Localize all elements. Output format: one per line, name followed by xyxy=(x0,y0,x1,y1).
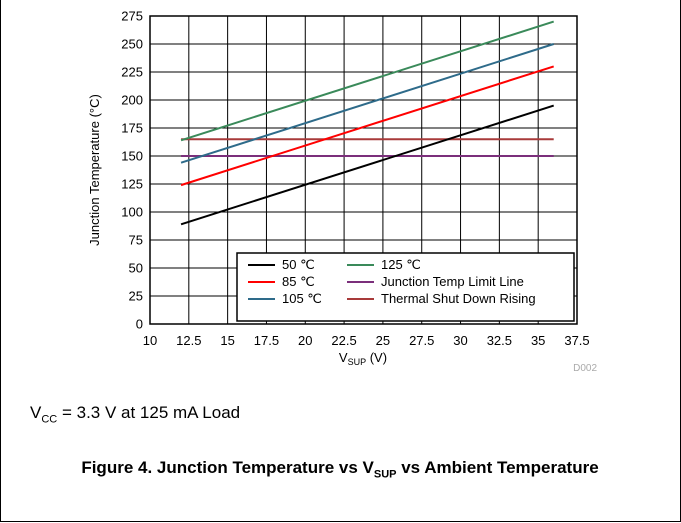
y-tick-label: 50 xyxy=(129,261,143,276)
x-tick-label: 17.5 xyxy=(254,333,279,348)
legend-label: 85 ℃ xyxy=(282,274,315,289)
x-tick-label: 12.5 xyxy=(176,333,201,348)
x-tick-label: 32.5 xyxy=(487,333,512,348)
caption-part1: Figure 4. Junction Temperature vs V xyxy=(81,458,374,477)
series-line-1 xyxy=(180,104,555,226)
caption-subscript: SUP xyxy=(373,468,397,481)
test-condition-note: VCC = 3.3 V at 125 mA Load xyxy=(30,403,240,425)
figure-id: D002 xyxy=(573,363,597,374)
y-tick-label: 225 xyxy=(121,65,143,80)
series-line-4 xyxy=(180,20,555,142)
y-tick-label: 75 xyxy=(129,233,143,248)
series-line-3 xyxy=(180,43,555,164)
y-tick-label: 25 xyxy=(129,289,143,304)
y-tick-label: 100 xyxy=(121,205,143,220)
figure-caption: Figure 4. Junction Temperature vs VSUP v… xyxy=(30,457,650,485)
junction-temperature-chart: 10 12.5 15 17.5 20 22.5 25 27.5 30 32.5 35 37.5 0 25 5… xyxy=(87,9,597,375)
legend-label: 105 ℃ xyxy=(282,291,322,306)
y-tick-label: 250 xyxy=(121,37,143,52)
x-tick-label: 25 xyxy=(376,333,390,348)
legend-label: 125 ℃ xyxy=(381,257,421,272)
note-text: = 3.3 V at 125 mA Load xyxy=(57,403,241,422)
y-axis-label: Junction Temperature (°C) xyxy=(87,94,102,246)
y-tick-label: 0 xyxy=(136,317,143,332)
x-tick-label: 30 xyxy=(453,333,467,348)
y-tick-label: 175 xyxy=(121,121,143,136)
y-tick-label: 275 xyxy=(121,9,143,24)
note-v: V xyxy=(30,403,42,422)
x-tick-label: 27.5 xyxy=(409,333,434,348)
y-tick-label: 150 xyxy=(121,149,143,164)
x-tick-label: 10 xyxy=(143,333,157,348)
note-subscript: CC xyxy=(41,413,58,426)
y-tick-label: 125 xyxy=(121,177,143,192)
series-line-2 xyxy=(180,65,555,187)
y-tick-label: 200 xyxy=(121,93,143,108)
x-tick-label: 22.5 xyxy=(331,333,356,348)
legend-label: 50 ℃ xyxy=(282,257,315,272)
legend-label: Thermal Shut Down Rising xyxy=(381,291,536,306)
x-tick-label: 20 xyxy=(298,333,312,348)
x-tick-label: 15 xyxy=(220,333,234,348)
x-tick-label: 35 xyxy=(531,333,545,348)
plot-border xyxy=(149,15,578,325)
legend-box xyxy=(236,252,575,322)
legend-label: Junction Temp Limit Line xyxy=(381,274,524,289)
x-tick-label: 37.5 xyxy=(564,333,589,348)
caption-part2: vs Ambient Temperature xyxy=(396,458,599,477)
x-axis-label: VSUP (V) xyxy=(339,350,387,367)
